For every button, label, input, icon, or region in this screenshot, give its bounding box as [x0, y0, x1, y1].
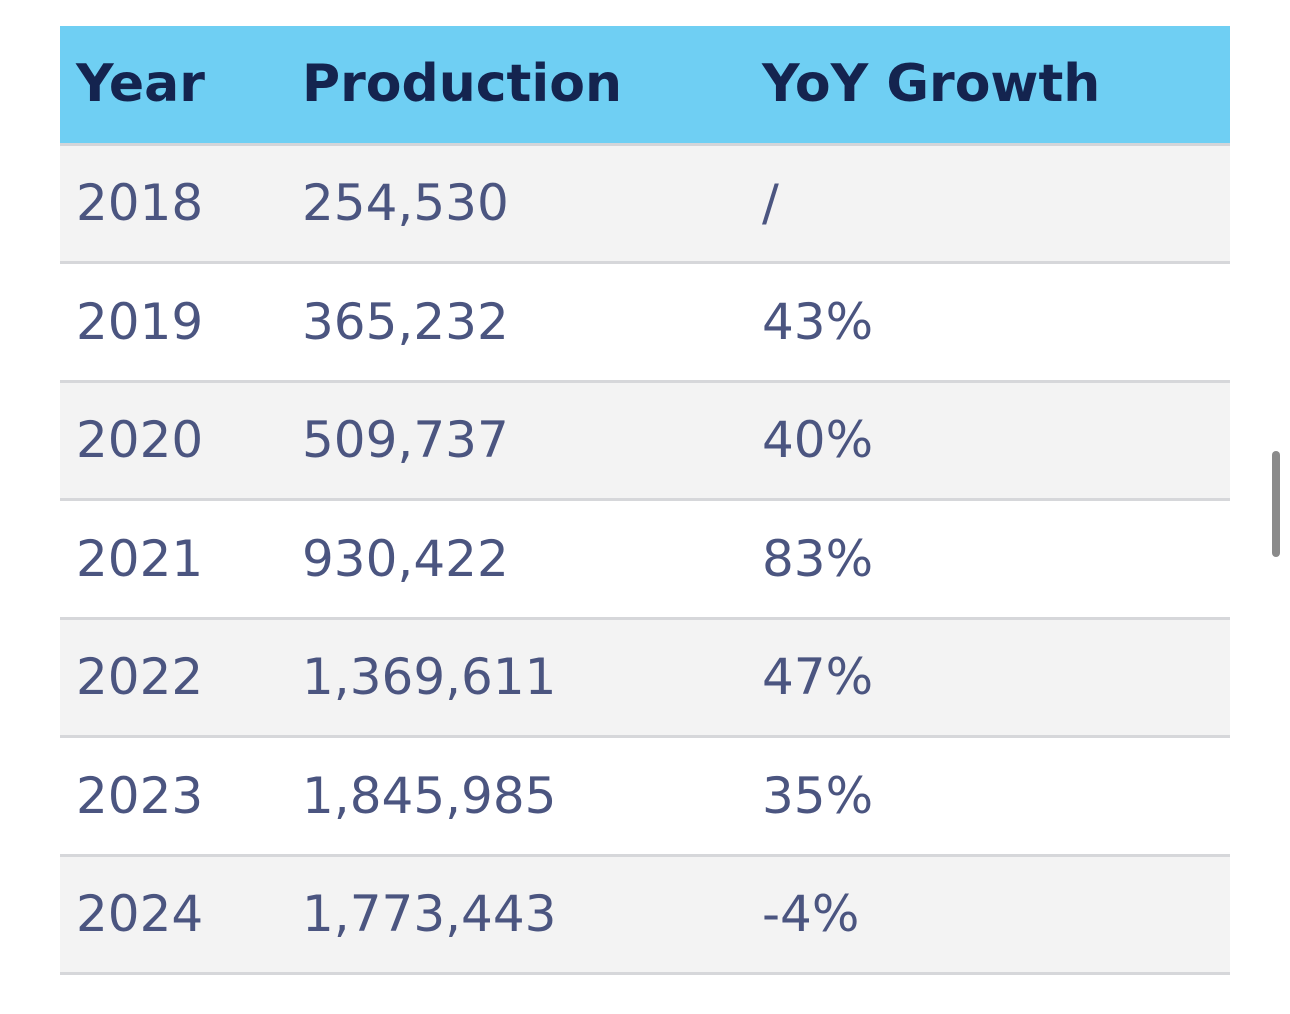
cell-year: 2023 — [60, 736, 286, 857]
cell-production: 1,369,611 — [286, 618, 746, 738]
table-row: 2019 365,232 43% — [60, 262, 1230, 383]
production-table: Year Production YoY Growth 2018 254,530 … — [60, 26, 1230, 975]
cell-year: 2019 — [60, 262, 286, 383]
cell-year: 2018 — [60, 144, 286, 264]
table-row: 2023 1,845,985 35% — [60, 736, 1230, 857]
cell-yoy-growth: -4% — [746, 855, 1230, 975]
cell-year: 2024 — [60, 855, 286, 975]
cell-yoy-growth: 35% — [746, 736, 1230, 857]
cell-yoy-growth: 47% — [746, 618, 1230, 738]
production-table-container: Year Production YoY Growth 2018 254,530 … — [60, 26, 1230, 975]
cell-production: 930,422 — [286, 499, 746, 620]
cell-production: 365,232 — [286, 262, 746, 383]
cell-production: 509,737 — [286, 381, 746, 501]
table-row: 2018 254,530 / — [60, 144, 1230, 264]
table-row: 2022 1,369,611 47% — [60, 618, 1230, 738]
table-row: 2024 1,773,443 -4% — [60, 855, 1230, 975]
cell-yoy-growth: 43% — [746, 262, 1230, 383]
cell-production: 1,773,443 — [286, 855, 746, 975]
cell-year: 2020 — [60, 381, 286, 501]
cell-production: 254,530 — [286, 144, 746, 264]
cell-yoy-growth: 83% — [746, 499, 1230, 620]
column-header-year[interactable]: Year — [60, 26, 286, 146]
vertical-scrollbar[interactable] — [1272, 451, 1280, 557]
table-row: 2020 509,737 40% — [60, 381, 1230, 501]
cell-production: 1,845,985 — [286, 736, 746, 857]
cell-yoy-growth: / — [746, 144, 1230, 264]
cell-yoy-growth: 40% — [746, 381, 1230, 501]
column-header-production[interactable]: Production — [286, 26, 746, 146]
cell-year: 2021 — [60, 499, 286, 620]
cell-year: 2022 — [60, 618, 286, 738]
column-header-yoy-growth[interactable]: YoY Growth — [746, 26, 1230, 146]
table-header-row: Year Production YoY Growth — [60, 26, 1230, 146]
table-row: 2021 930,422 83% — [60, 499, 1230, 620]
